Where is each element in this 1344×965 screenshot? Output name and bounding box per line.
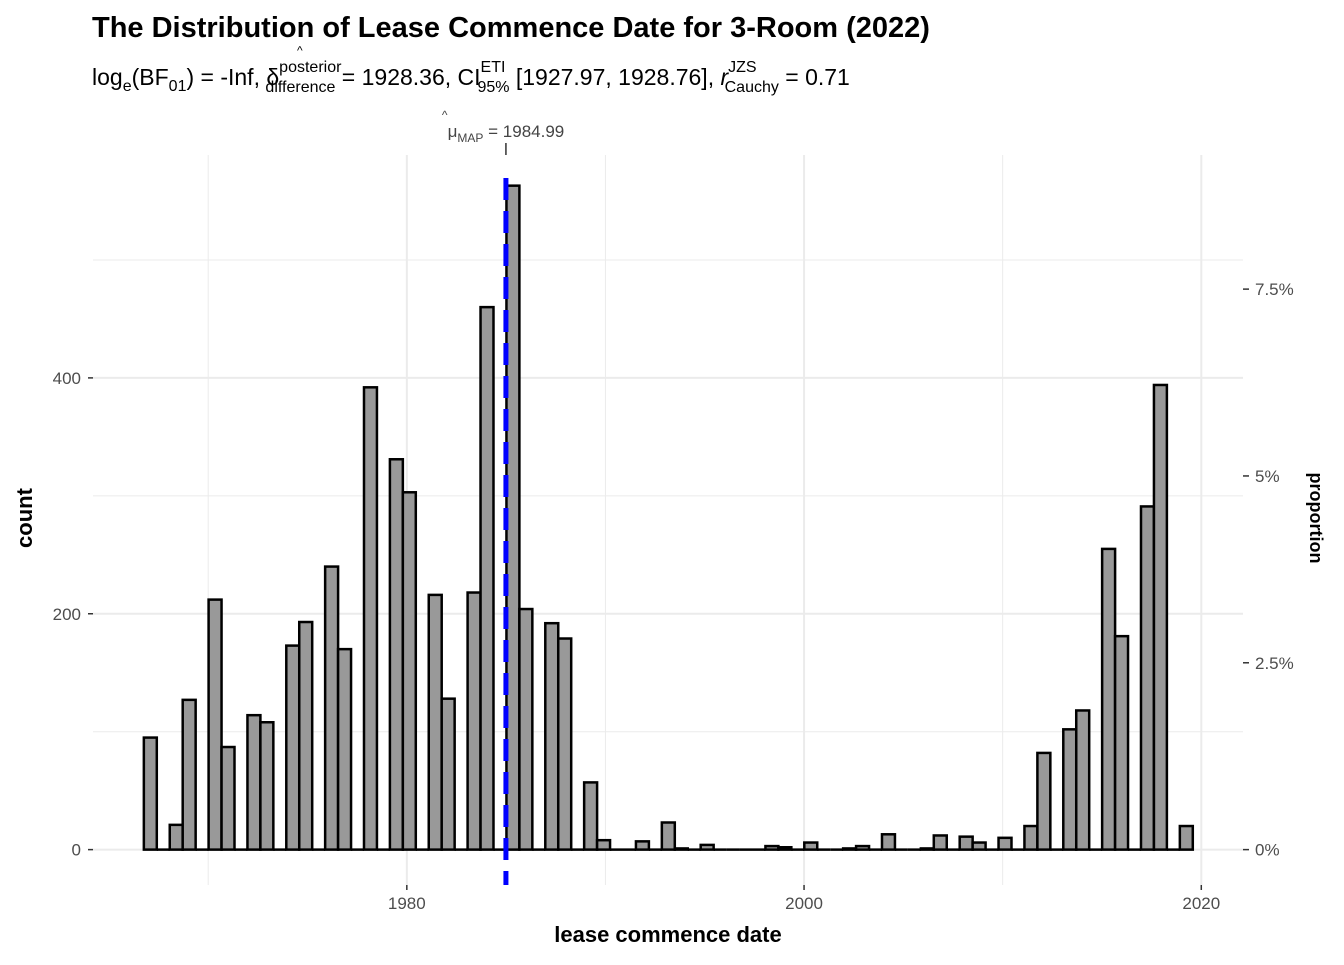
histogram-bar [440,697,456,851]
histogram-bar [673,847,689,851]
histogram-bar [362,386,379,851]
map-label: μMAP = 1984.99 [448,122,565,145]
histogram-bar [388,458,405,851]
histogram-bar [854,844,871,851]
y2-tick-label: 5% [1255,467,1280,486]
histogram-bar [323,565,340,851]
histogram-bar [518,607,534,851]
histogram-bar [168,823,184,851]
histogram-bar [336,647,353,851]
histogram-bar [841,847,858,851]
y-tick-label: 400 [53,369,81,388]
histogram-bar [1062,728,1078,851]
histogram-bar [958,835,974,851]
histogram-bar [803,841,819,851]
delta-hat: ^ [297,44,303,58]
y2-axis-label: proportion [1306,473,1326,564]
histogram-bar [777,846,793,851]
histogram-bar [556,637,573,851]
x-tick-label: 2020 [1182,894,1220,913]
axes: 0 200 400 1980 2000 2020 0% 2.5% 5% 7.5% [53,280,1294,913]
histogram-bar [285,644,301,851]
histogram-bar [880,833,897,851]
mu-hat: ^ [442,108,448,122]
x-tick-label: 2000 [785,894,823,913]
histogram-bar [582,781,599,851]
histogram-bar [764,844,780,851]
histogram-bar [1113,634,1130,851]
x-tick-label: 1980 [388,894,426,913]
y2-tick-label: 0% [1255,841,1280,860]
histogram-bar [699,843,715,851]
histogram-bar [660,821,677,851]
histogram-bar [479,305,495,851]
histogram-bar [1100,547,1117,851]
histogram-bar [544,621,560,851]
bars [142,184,1195,851]
histogram-bar [142,736,159,851]
y2-tick-label: 7.5% [1255,280,1294,299]
histogram-bar [1036,751,1052,851]
y2-tick-label: 2.5% [1255,654,1294,673]
histogram-bar [181,698,197,851]
histogram-bar [1152,383,1169,851]
histogram-bar [427,593,443,851]
histogram-bar [259,721,275,851]
y-tick-label: 0 [72,841,81,860]
histogram-bar [595,838,612,851]
histogram-bar [634,840,651,851]
histogram-bar [1023,824,1039,851]
y-axis-label: count [12,487,37,548]
histogram-bar [1074,709,1091,851]
y-tick-label: 200 [53,605,81,624]
histogram-bar [997,836,1013,851]
histogram-bar [207,598,223,851]
histogram-bar [932,834,948,851]
chart-title: The Distribution of Lease Commence Date … [92,12,930,44]
histogram-bar [1139,505,1156,851]
chart-subtitle: loge(BF01) = -Inf, δposterior difference … [92,59,850,96]
histogram-bar [1178,824,1195,851]
histogram-bar [971,841,987,851]
histogram-bar [220,745,236,851]
histogram-bar [297,620,314,851]
histogram-bar [246,713,262,851]
x-axis-label: lease commence date [554,922,781,947]
histogram-bar [401,491,418,851]
histogram-bar [919,847,936,851]
histogram-bar [466,591,482,851]
